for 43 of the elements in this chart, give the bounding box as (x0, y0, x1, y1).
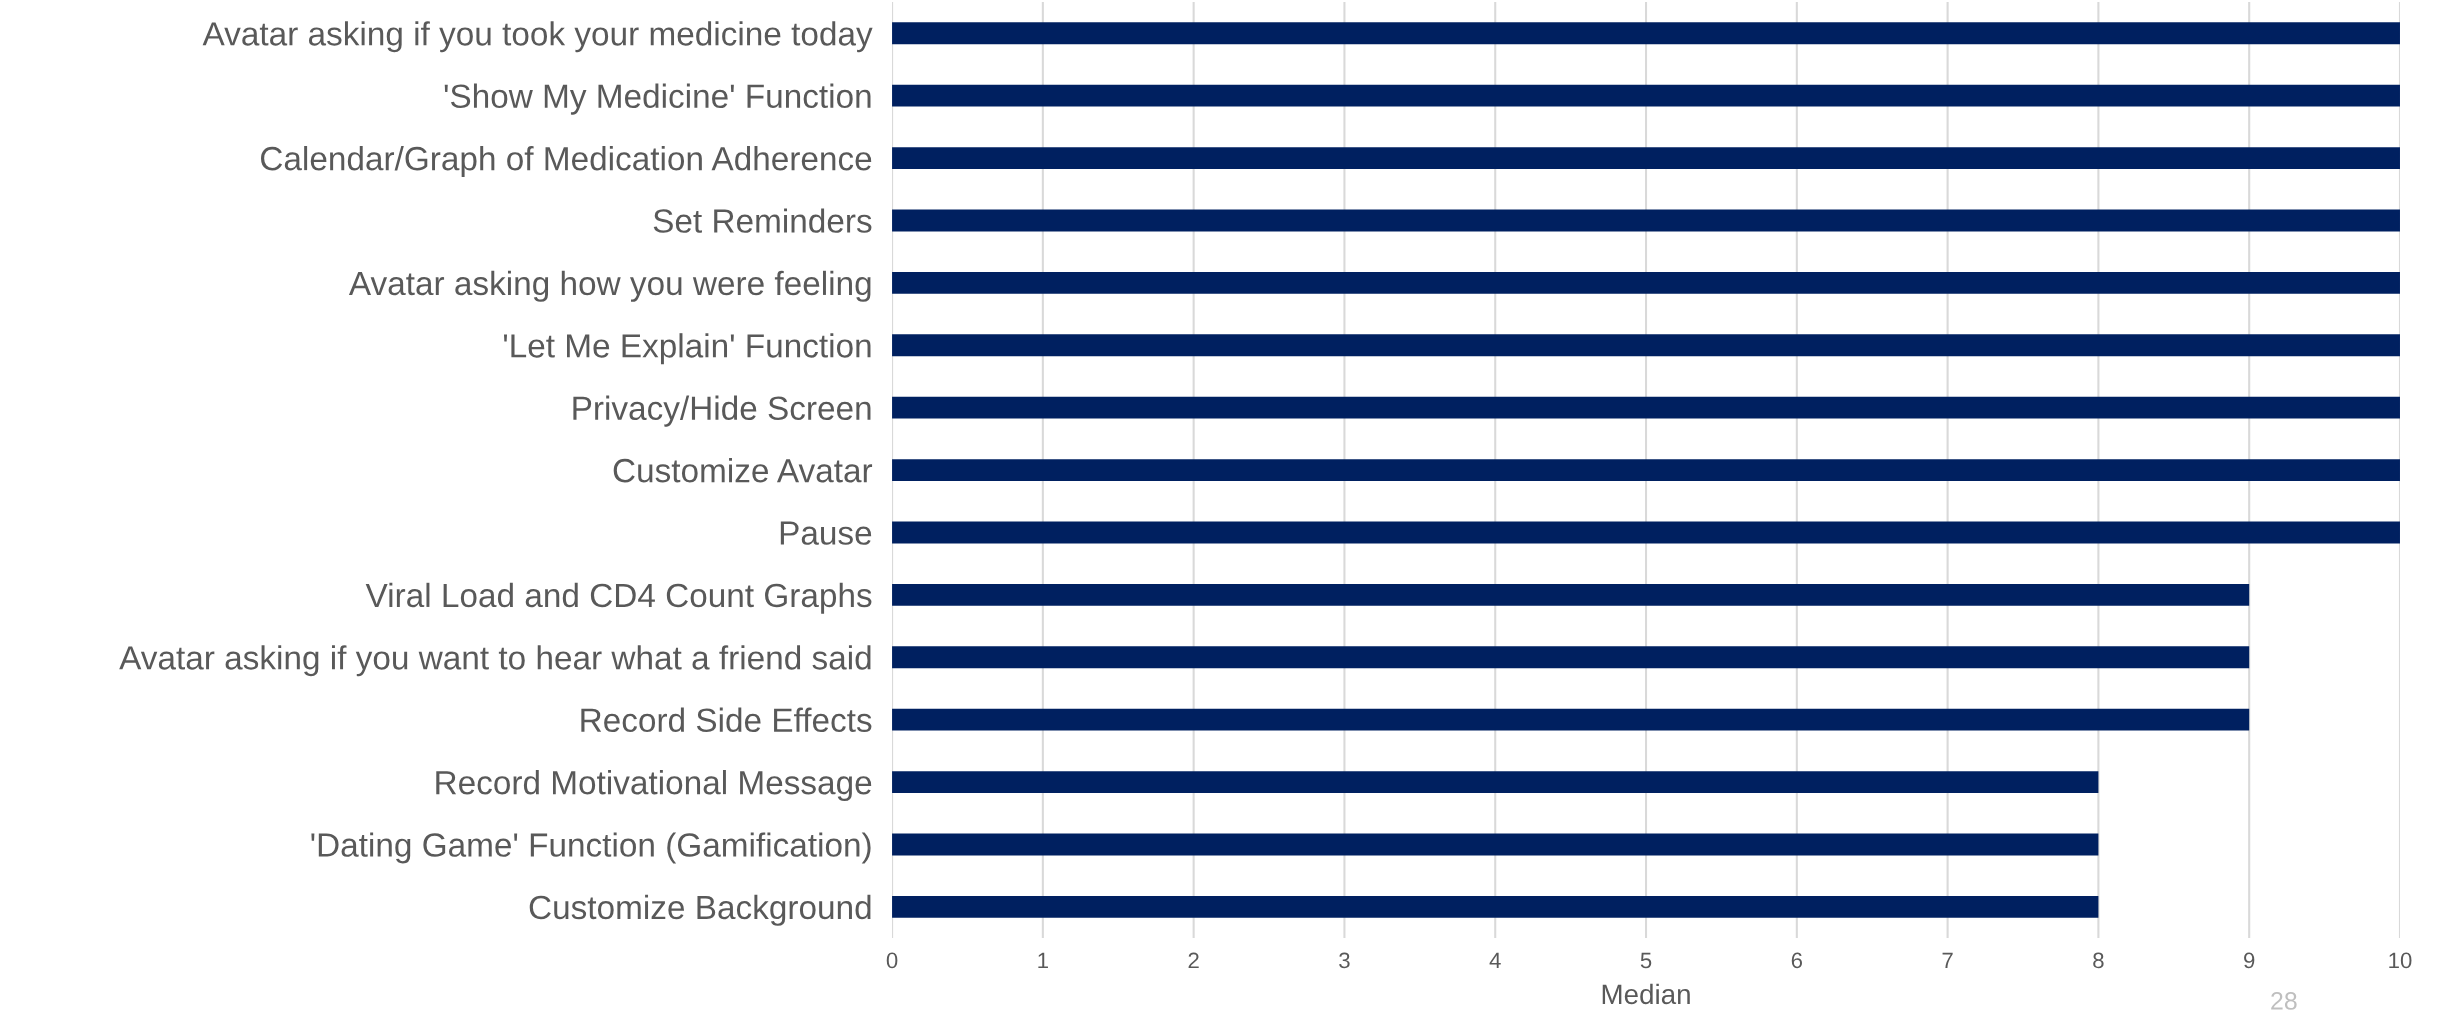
bar (892, 334, 2400, 357)
bar (892, 646, 2250, 669)
bar (892, 84, 2400, 107)
bar (892, 521, 2400, 544)
y-tick-label: Pause (780, 521, 872, 545)
bar (892, 708, 2250, 731)
y-tick-label: Customize Avatar (613, 457, 873, 483)
bar (892, 459, 2400, 481)
bar (892, 271, 2400, 294)
x-tick-label: 1 (1038, 952, 1048, 969)
y-tick-label: Viral Load and CD4 Count Graphs (365, 582, 872, 614)
y-tick-label: 'Let Me Explain' Function (504, 333, 871, 365)
bar (892, 583, 2250, 606)
x-tick-label: 9 (2244, 952, 2255, 969)
bar (892, 396, 2400, 419)
y-tick-label: Record Motivational Message (436, 769, 872, 802)
y-tick-label: 'Dating Game' Function (Gamification) (311, 832, 871, 864)
x-axis-title: Median (1602, 983, 1690, 1005)
y-tick-label: 'Show My Medicine' Function (444, 83, 871, 115)
text: 28 (2271, 992, 2297, 1010)
x-tick-label: 2 (1188, 952, 1199, 969)
y-tick-label: Record Side Effects (581, 707, 872, 733)
x-tick-label: 10 (2389, 952, 2412, 969)
bar (892, 833, 2099, 856)
bar (892, 22, 2400, 45)
bar (892, 147, 2400, 169)
x-tick-label: 7 (1942, 952, 1953, 969)
x-tick-label: 4 (1489, 952, 1501, 969)
bar (892, 895, 2099, 918)
y-tick-label: Privacy/Hide Screen (573, 395, 871, 427)
y-tick-label: Calendar/Graph of Medication Adherence (261, 145, 872, 178)
y-tick-label: Customize Background (529, 894, 871, 926)
y-tick-label: Set Reminders (653, 208, 872, 233)
y-tick-label: Avatar asking how you were feeling (348, 270, 871, 302)
y-tick-label: Avatar asking if you want to hear what a friend said (119, 645, 871, 677)
bar (892, 209, 2400, 232)
x-tick-label: 3 (1339, 952, 1350, 969)
x-tick-label: 0 (886, 952, 898, 969)
x-tick-label: 5 (1640, 952, 1652, 969)
y-tick-label: Avatar asking if you took your medicine today (202, 21, 873, 53)
x-tick-label: 8 (2093, 952, 2104, 969)
bar (892, 771, 2099, 793)
x-tick-label: 6 (1791, 952, 1803, 969)
